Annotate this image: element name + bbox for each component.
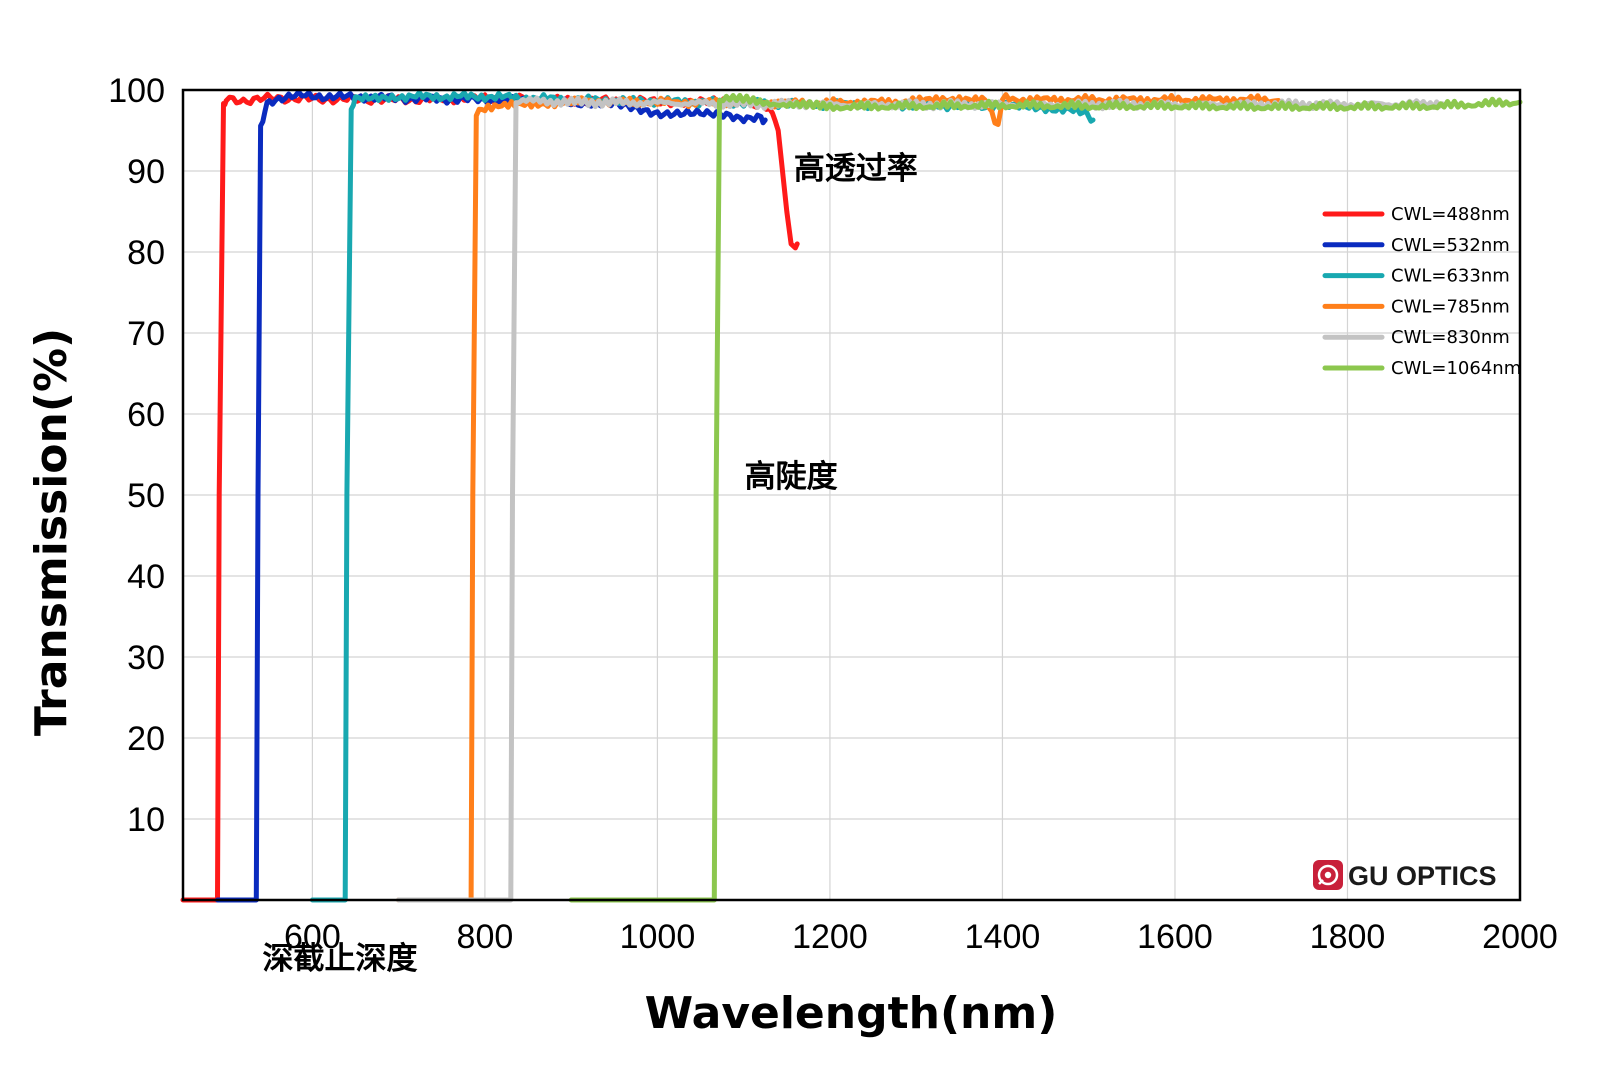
series-line-cwl-1064nm	[568, 92, 1523, 903]
x-tick-label: 800	[457, 918, 514, 956]
legend-item: CWL=633nm	[1322, 266, 1510, 287]
legend-item: CWL=488nm	[1322, 204, 1510, 225]
series-layer	[180, 89, 1523, 903]
y-tick-label: 100	[108, 72, 165, 110]
annotation-label: 高陡度	[745, 459, 838, 495]
legend-label: CWL=488nm	[1391, 204, 1510, 225]
x-tick-label: 600	[284, 918, 341, 956]
plot-frame	[181, 88, 1522, 902]
x-axis-title: Wavelength(nm)	[645, 988, 1058, 1039]
y-tick-label: 10	[127, 801, 165, 839]
x-tick-label: 1400	[965, 918, 1041, 956]
legend-label: CWL=785nm	[1391, 296, 1510, 317]
brand-logo: GU OPTICS	[1313, 860, 1497, 891]
logo-text: GU OPTICS	[1348, 861, 1497, 891]
legend-label: CWL=633nm	[1391, 266, 1510, 287]
y-tick-label: 90	[127, 153, 165, 191]
y-tick-label: 30	[127, 639, 165, 677]
x-tick-label: 1800	[1310, 918, 1386, 956]
legend: CWL=488nm CWL=532nm CWL=633nm CWL=785nm CWL=…	[1322, 204, 1521, 379]
legend-item: CWL=785nm	[1322, 296, 1510, 317]
y-tick-label: 60	[127, 396, 165, 434]
x-tick-labels: 600 800 1000 1200 1400 1600 1800 2000	[284, 918, 1558, 956]
y-tick-label: 40	[127, 558, 165, 596]
annotation-label: 高透过率	[794, 151, 918, 187]
legend-item: CWL=1064nm	[1322, 358, 1521, 379]
legend-label: CWL=1064nm	[1391, 358, 1521, 379]
y-tick-label: 50	[127, 477, 165, 515]
legend-item: CWL=830nm	[1322, 327, 1510, 348]
x-tick-label: 1600	[1137, 918, 1213, 956]
x-tick-label: 1000	[620, 918, 696, 956]
y-tick-labels: 10 20 30 40 50 60 70 80 90 100	[108, 72, 165, 839]
y-tick-label: 70	[127, 315, 165, 353]
y-axis-title: Transmission(%)	[26, 328, 77, 736]
legend-item: CWL=532nm	[1322, 235, 1510, 256]
legend-label: CWL=532nm	[1391, 235, 1510, 256]
y-tick-label: 80	[127, 234, 165, 272]
x-tick-label: 2000	[1482, 918, 1558, 956]
legend-label: CWL=830nm	[1391, 327, 1510, 348]
y-tick-label: 20	[127, 720, 165, 758]
gu-optics-logo-icon	[1313, 860, 1343, 890]
x-tick-label: 1200	[792, 918, 868, 956]
annotation-label: 深截止深度	[262, 941, 417, 977]
